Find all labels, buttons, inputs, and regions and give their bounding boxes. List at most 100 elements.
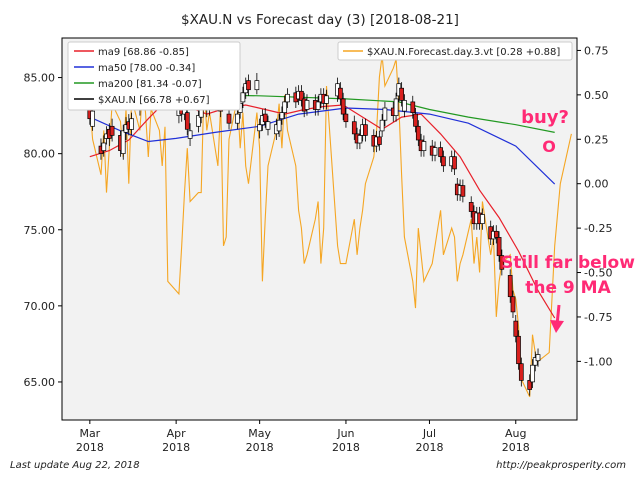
candle-body — [363, 124, 368, 136]
right-tick-label: 0.25 — [584, 133, 609, 146]
candle-body — [530, 364, 535, 383]
candle-body — [527, 380, 533, 390]
candle — [254, 73, 260, 95]
candle-body — [432, 147, 438, 156]
candle-body — [393, 98, 399, 116]
candle-body — [196, 115, 201, 127]
candle-body — [452, 156, 457, 170]
candle-body — [402, 100, 407, 112]
candle — [276, 114, 282, 137]
candle-body — [315, 101, 321, 110]
candle — [393, 92, 399, 122]
candle — [513, 314, 519, 343]
candle-body — [410, 101, 416, 113]
candle — [101, 135, 107, 157]
candle — [402, 94, 407, 118]
right-axis: -1.00 -0.75 -0.50 -0.25 0.00 0.25 0.50 0.75 — [577, 44, 612, 368]
legend-xau-label: $XAU.N [66.78 +0.67] — [98, 95, 210, 106]
candle-body — [299, 90, 304, 101]
candle-body — [513, 320, 519, 337]
annotation-circle-marker: O — [542, 137, 556, 156]
candle-body — [460, 185, 466, 197]
candle-body — [324, 95, 329, 104]
candle-body — [441, 156, 446, 167]
candle — [265, 115, 271, 136]
candle — [184, 108, 190, 136]
forecast-line — [89, 55, 572, 398]
candle — [279, 106, 285, 125]
candle — [410, 95, 416, 119]
x-tick-month: Jul — [422, 427, 436, 440]
candle-body — [493, 230, 499, 238]
candle — [299, 85, 304, 107]
candle — [351, 115, 357, 140]
candle — [493, 225, 499, 244]
annotation-buy: buy? — [521, 107, 569, 128]
candle-body — [338, 87, 343, 100]
candle-body — [438, 147, 443, 158]
candle — [196, 109, 201, 133]
candle-body — [351, 121, 357, 135]
candle — [441, 150, 446, 172]
candle-body — [187, 130, 193, 139]
left-tick-label: 75.00 — [24, 224, 56, 237]
candle-body — [413, 113, 418, 127]
candle — [246, 74, 251, 96]
candle-body — [399, 87, 404, 101]
candle — [304, 94, 310, 116]
candle — [377, 130, 382, 151]
left-tick-label: 70.00 — [24, 300, 56, 313]
candle — [518, 357, 524, 387]
left-axis: 65.00 70.00 75.00 80.00 85.00 — [24, 72, 62, 389]
candle — [460, 179, 466, 203]
candle — [285, 88, 290, 109]
candle — [468, 196, 474, 218]
right-tick-label: -0.25 — [584, 222, 612, 235]
candle — [343, 108, 349, 128]
candle-body — [535, 354, 541, 362]
x-tick-year: 2018 — [162, 441, 190, 454]
right-tick-label: 0.50 — [584, 89, 609, 102]
candle-body — [129, 118, 134, 130]
candle — [340, 92, 346, 121]
candle — [226, 108, 232, 130]
footer-source-url: http://peakprosperity.com — [496, 460, 626, 471]
candle-body — [496, 237, 502, 257]
candle — [438, 141, 443, 163]
candle-body — [510, 296, 516, 313]
candle-body — [377, 136, 382, 145]
x-tick-year: 2018 — [332, 441, 360, 454]
candle — [240, 86, 246, 109]
candle — [109, 118, 115, 142]
candle-body — [109, 125, 115, 136]
candle — [357, 129, 363, 150]
x-tick-month: Jun — [336, 427, 354, 440]
right-tick-label: -0.75 — [584, 311, 612, 324]
candle — [315, 95, 321, 116]
candle-body — [304, 100, 310, 110]
x-tick-month: Apr — [167, 427, 187, 440]
candle — [432, 141, 438, 162]
candle-body — [265, 121, 271, 130]
candle-body — [184, 112, 190, 130]
candle-body — [415, 125, 421, 141]
footer-last-update: Last update Aug 22, 2018 — [10, 460, 140, 471]
candle-body — [235, 113, 240, 124]
candle-body — [421, 141, 427, 151]
candle — [413, 108, 418, 133]
x-axis: Mar2018Apr2018May2018Jun2018Jul2018Aug20… — [76, 420, 530, 454]
candle-body — [518, 363, 524, 381]
candle-body — [276, 119, 282, 132]
candle — [516, 330, 521, 370]
candle-body — [120, 130, 126, 154]
candle — [338, 82, 343, 105]
legend-ma50-label: ma50 [78.00 -0.34] — [98, 63, 195, 74]
candle-body — [279, 112, 285, 120]
candle — [399, 82, 404, 107]
candle-body — [340, 98, 346, 115]
forecast-layer — [89, 55, 572, 398]
right-tick-label: 0.00 — [584, 178, 609, 191]
candle — [510, 290, 516, 319]
legend-ma200-label: ma200 [81.34 -0.07] — [98, 79, 202, 90]
